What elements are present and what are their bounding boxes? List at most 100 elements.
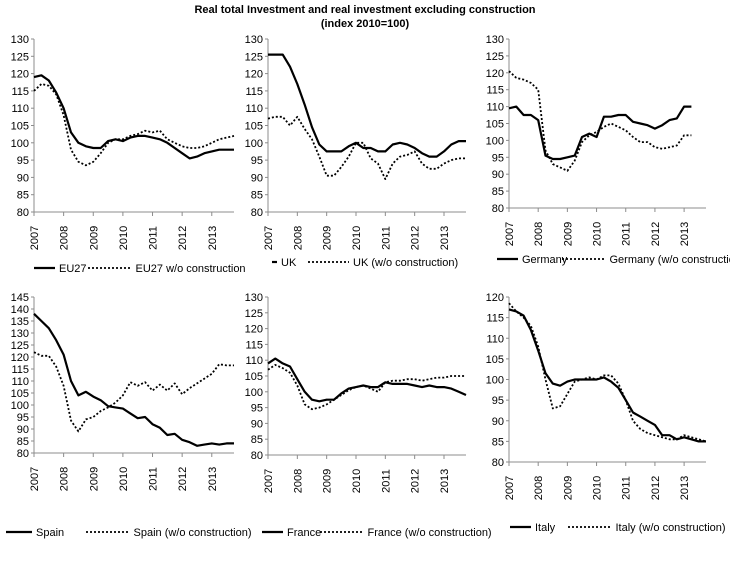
chart-panel: 80 85 90 95 100 105 110 115 120 125 130 2007 2008 200… xyxy=(486,34,730,266)
x-tick-label: 2008 xyxy=(59,467,71,491)
chart-panel: 80 85 90 95 100 105 110 115 120 125 130 2007 2008 200… xyxy=(245,34,466,269)
y-tick-label: 95 xyxy=(492,152,504,164)
y-tick-label: 90 xyxy=(251,418,263,430)
legend-label: France (w/o construction) xyxy=(368,527,492,539)
y-tick-label: 80 xyxy=(492,457,504,469)
y-tick-label: 110 xyxy=(11,376,29,388)
y-tick-label: 80 xyxy=(17,448,29,460)
y-tick-label: 85 xyxy=(17,190,29,202)
legend-label: Italy xyxy=(535,522,556,534)
x-tick-label: 2007 xyxy=(263,226,275,250)
y-tick-label: 105 xyxy=(11,121,29,133)
x-tick-label: 2013 xyxy=(679,476,691,500)
y-tick-label: 120 xyxy=(245,324,263,336)
x-tick-label: 2011 xyxy=(621,476,633,500)
y-tick-label: 115 xyxy=(11,86,29,98)
x-tick-label: 2011 xyxy=(380,469,392,493)
y-tick-label: 105 xyxy=(245,371,263,383)
x-tick-label: 2013 xyxy=(679,222,691,246)
series-line-total xyxy=(33,313,234,447)
chart-panel: 80 85 90 95 100 105 110 115 120 125 130 2007 2008 200… xyxy=(245,292,492,539)
y-tick-label: 145 xyxy=(11,292,29,304)
x-tick-label: 2010 xyxy=(592,476,604,500)
y-tick-label: 120 xyxy=(11,69,29,81)
x-tick-label: 2013 xyxy=(439,226,451,250)
y-tick-label: 100 xyxy=(11,400,29,412)
x-tick-label: 2012 xyxy=(650,476,662,500)
y-tick-label: 130 xyxy=(11,328,29,340)
x-tick-label: 2010 xyxy=(118,226,130,250)
x-tick-label: 2010 xyxy=(592,222,604,246)
x-tick-label: 2012 xyxy=(650,222,662,246)
legend-label: Italy (w/o construction) xyxy=(616,522,726,534)
x-tick-label: 2010 xyxy=(118,467,130,491)
y-tick-label: 115 xyxy=(245,86,263,98)
x-tick-label: 2011 xyxy=(621,222,633,246)
y-tick-label: 80 xyxy=(17,207,29,219)
y-tick-label: 130 xyxy=(245,292,263,304)
y-tick-label: 90 xyxy=(492,416,504,428)
series-line-wo-construction xyxy=(508,70,692,172)
figure-title-line1: Real total Investment and real investmen… xyxy=(194,4,536,16)
chart-panel: 80 85 90 95 100 105 110 115 120 2007 2008 2009 2010 2… xyxy=(486,292,726,534)
y-tick-label: 115 xyxy=(486,85,504,97)
series-line-wo-construction xyxy=(33,351,234,433)
x-tick-label: 2010 xyxy=(351,226,363,250)
legend-label: EU27 xyxy=(59,263,87,275)
x-tick-label: 2012 xyxy=(410,226,422,250)
x-tick-label: 2008 xyxy=(59,226,71,250)
y-tick-label: 125 xyxy=(486,51,504,63)
y-tick-label: 90 xyxy=(251,172,263,184)
y-tick-label: 85 xyxy=(251,434,263,446)
y-tick-label: 105 xyxy=(245,121,263,133)
series-line-total xyxy=(268,53,466,158)
y-tick-label: 85 xyxy=(492,186,504,198)
y-tick-label: 115 xyxy=(245,339,263,351)
y-tick-label: 85 xyxy=(17,436,29,448)
legend-label: Germany (w/o construction) xyxy=(610,254,730,266)
y-tick-label: 125 xyxy=(245,51,263,63)
x-tick-label: 2009 xyxy=(562,222,574,246)
y-tick-label: 125 xyxy=(11,51,29,63)
legend-label: UK xyxy=(281,257,297,269)
x-tick-label: 2007 xyxy=(263,469,275,493)
y-tick-label: 95 xyxy=(251,403,263,415)
y-tick-label: 90 xyxy=(17,172,29,184)
y-tick-label: 125 xyxy=(11,340,29,352)
x-tick-label: 2007 xyxy=(29,226,41,250)
y-tick-label: 95 xyxy=(17,412,29,424)
y-tick-label: 95 xyxy=(17,155,29,167)
x-tick-label: 2009 xyxy=(88,226,100,250)
y-tick-label: 95 xyxy=(251,155,263,167)
series-line-wo-construction xyxy=(33,83,235,167)
y-tick-label: 110 xyxy=(486,102,504,114)
legend-label: France xyxy=(287,527,321,539)
y-tick-label: 115 xyxy=(486,313,504,325)
y-tick-label: 120 xyxy=(11,352,29,364)
x-tick-label: 2013 xyxy=(207,467,219,491)
y-tick-label: 110 xyxy=(245,103,263,115)
y-tick-label: 130 xyxy=(486,34,504,46)
series-line-wo-construction xyxy=(267,115,466,181)
y-tick-label: 105 xyxy=(486,354,504,366)
y-tick-label: 120 xyxy=(245,69,263,81)
y-tick-label: 100 xyxy=(486,375,504,387)
y-tick-label: 135 xyxy=(11,316,29,328)
legend-label: Spain (w/o construction) xyxy=(134,527,252,539)
y-tick-label: 80 xyxy=(492,203,504,215)
x-tick-label: 2008 xyxy=(292,469,304,493)
y-tick-label: 120 xyxy=(486,292,504,304)
x-tick-label: 2008 xyxy=(292,226,304,250)
x-tick-label: 2007 xyxy=(504,476,516,500)
legend-label: EU27 w/o construction xyxy=(136,263,246,275)
x-tick-label: 2009 xyxy=(88,467,100,491)
y-tick-label: 110 xyxy=(245,355,263,367)
y-tick-label: 125 xyxy=(245,308,263,320)
y-tick-label: 85 xyxy=(251,190,263,202)
y-tick-label: 130 xyxy=(11,34,29,46)
y-tick-label: 105 xyxy=(486,119,504,131)
y-tick-label: 90 xyxy=(492,169,504,181)
x-tick-label: 2008 xyxy=(533,476,545,500)
